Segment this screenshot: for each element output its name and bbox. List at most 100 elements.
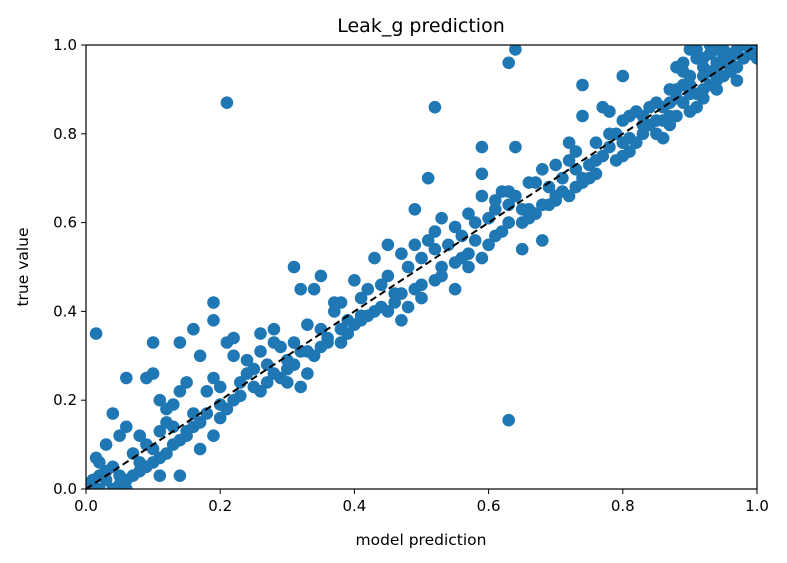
data-point — [515, 242, 529, 256]
data-point — [173, 385, 187, 398]
data-point — [589, 136, 603, 149]
data-point — [381, 269, 395, 283]
data-point — [401, 260, 415, 274]
data-point — [502, 185, 515, 198]
data-point — [99, 438, 113, 451]
data-point — [576, 171, 589, 185]
data-point — [146, 367, 160, 380]
data-point — [287, 336, 301, 349]
data-point — [730, 45, 744, 56]
data-point — [448, 256, 462, 269]
data-point — [710, 65, 723, 78]
data-point — [294, 380, 308, 394]
data-point — [562, 136, 576, 149]
data-point — [502, 216, 515, 229]
data-point — [106, 407, 120, 420]
y-tick-label: 0.4 — [53, 302, 77, 320]
data-point — [254, 345, 267, 358]
data-point — [173, 469, 187, 483]
data-point — [281, 362, 294, 376]
data-point — [193, 349, 207, 363]
data-point — [676, 65, 690, 78]
data-point — [442, 238, 455, 252]
data-point — [374, 278, 388, 292]
data-point — [227, 331, 240, 345]
data-point — [609, 154, 623, 167]
data-point — [354, 309, 368, 323]
data-point — [569, 180, 583, 194]
data-point — [227, 393, 240, 407]
data-point — [354, 291, 368, 305]
data-point — [401, 300, 415, 314]
data-point — [166, 398, 180, 411]
data-point — [623, 109, 636, 123]
data-point — [374, 300, 388, 314]
data-point — [187, 322, 200, 336]
data-point — [522, 176, 536, 189]
data-point — [603, 140, 616, 154]
x-tick-label: 1.0 — [745, 497, 769, 515]
data-point — [670, 83, 683, 96]
data-point — [200, 385, 214, 398]
data-point — [462, 207, 475, 220]
data-point — [489, 203, 502, 216]
data-point — [589, 154, 603, 167]
x-tick-label: 0.0 — [74, 497, 98, 515]
data-point — [408, 238, 422, 252]
data-point — [435, 260, 448, 274]
data-point — [408, 203, 422, 216]
data-point — [146, 336, 160, 349]
data-point — [328, 296, 341, 309]
data-point — [723, 60, 737, 74]
data-point — [576, 109, 589, 123]
y-tick-label: 0.8 — [53, 125, 77, 143]
data-point — [690, 45, 703, 56]
data-point — [207, 314, 220, 327]
x-tick-label: 0.2 — [208, 497, 232, 515]
data-point — [301, 345, 314, 358]
data-point — [683, 105, 697, 118]
x-tick-label: 0.4 — [342, 497, 366, 515]
data-point — [428, 274, 442, 287]
data-point — [395, 247, 408, 260]
data-point — [247, 380, 261, 394]
data-point — [227, 349, 240, 363]
data-point — [569, 145, 583, 158]
data-point — [536, 163, 549, 176]
data-point — [328, 305, 341, 318]
data-point — [697, 83, 710, 96]
data-point — [207, 371, 220, 385]
data-point — [455, 229, 469, 243]
x-tick-label: 0.6 — [477, 497, 501, 515]
data-point — [240, 367, 254, 380]
data-point — [348, 274, 361, 287]
y-axis-label: true value — [14, 227, 32, 306]
data-point — [307, 282, 321, 296]
data-point — [166, 438, 180, 451]
data-point — [395, 314, 408, 327]
data-point — [663, 96, 677, 109]
data-point — [636, 127, 650, 141]
data-point — [509, 45, 522, 56]
data-point — [435, 211, 448, 225]
data-point — [207, 429, 220, 443]
plot-frame — [85, 44, 758, 490]
data-point — [697, 52, 710, 65]
data-point — [207, 296, 220, 309]
data-point — [361, 282, 375, 296]
data-point — [220, 96, 234, 109]
data-point — [670, 109, 683, 123]
data-point — [502, 56, 515, 70]
data-point — [489, 194, 502, 207]
data-point — [267, 322, 281, 336]
data-point — [153, 469, 167, 483]
data-point — [106, 482, 120, 489]
data-point — [260, 376, 274, 389]
data-point — [562, 154, 576, 167]
data-point — [428, 100, 442, 114]
data-point — [502, 413, 515, 427]
data-point — [475, 189, 489, 203]
data-point — [120, 371, 133, 385]
data-point — [421, 171, 435, 185]
data-point — [515, 203, 529, 216]
